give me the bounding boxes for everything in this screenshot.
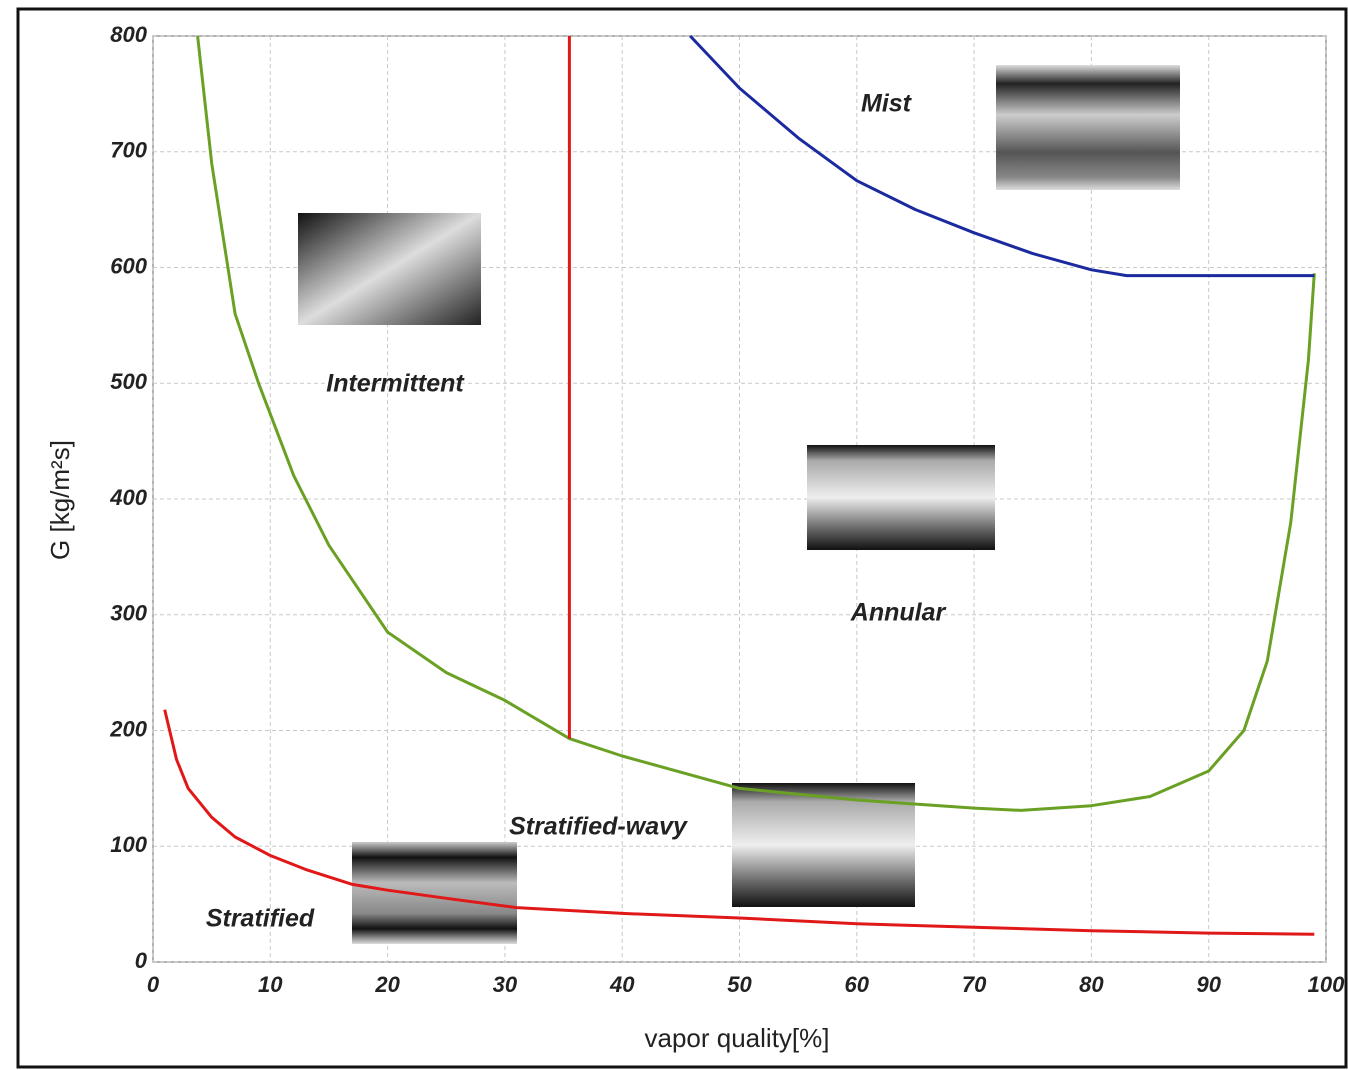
x-tick-label: 40 — [609, 972, 635, 997]
region-label: Annular — [850, 599, 947, 627]
y-tick-label: 800 — [110, 22, 147, 47]
x-tick-label: 60 — [845, 972, 870, 997]
series-line — [689, 34, 1315, 278]
flow-photo — [352, 842, 517, 944]
region-label: Stratified-wavy — [509, 813, 688, 841]
region-label: Mist — [861, 90, 913, 118]
x-tick-label: 90 — [1196, 972, 1221, 997]
y-tick-label: 200 — [109, 716, 147, 741]
x-tick-label: 70 — [962, 972, 987, 997]
y-tick-label: 600 — [110, 253, 147, 278]
flow-photo — [996, 65, 1180, 190]
photos — [298, 65, 1180, 944]
x-tick-label: 10 — [258, 972, 283, 997]
y-tick-label: 300 — [110, 601, 147, 626]
flow-photo — [807, 445, 995, 550]
lines — [163, 34, 1316, 936]
y-tick-label: 0 — [135, 948, 148, 973]
x-tick-label: 0 — [147, 972, 160, 997]
frame — [16, 7, 1348, 1069]
region-label: Intermittent — [326, 370, 465, 398]
y-tick-label: 400 — [109, 485, 147, 510]
x-tick-label: 100 — [1308, 972, 1345, 997]
x-tick-label: 80 — [1079, 972, 1104, 997]
x-axis-label: vapor quality[%] — [645, 1023, 830, 1053]
region-label: Stratified — [206, 905, 315, 933]
y-axis-label: G [kg/m²s] — [45, 440, 75, 560]
y-tick-label: 100 — [110, 832, 147, 857]
flow-photo — [298, 213, 481, 325]
y-tick-label: 700 — [110, 138, 147, 163]
x-tick-label: 20 — [374, 972, 400, 997]
flow-photo — [732, 783, 915, 907]
x-tick-label: 50 — [727, 972, 752, 997]
x-tick-label: 30 — [493, 972, 518, 997]
series-line — [163, 709, 1315, 936]
y-tick-label: 500 — [110, 369, 147, 394]
series-line — [196, 35, 1316, 812]
